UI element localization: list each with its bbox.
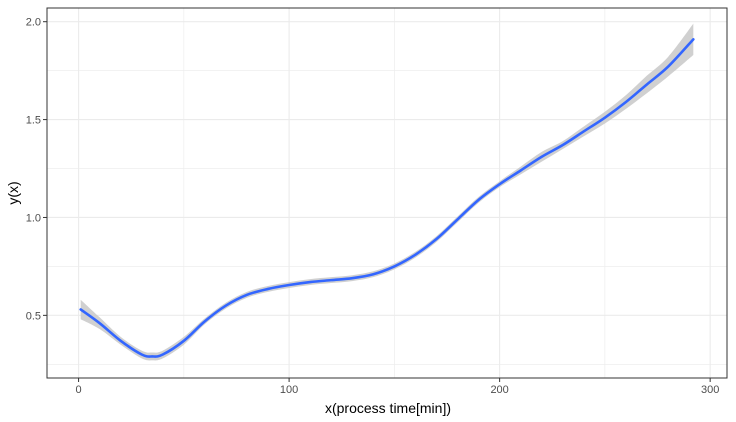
x-tick-label: 200: [490, 384, 508, 396]
y-tick-label: 1.0: [26, 212, 41, 224]
x-tick-label: 100: [280, 384, 298, 396]
data-point: [583, 130, 586, 133]
data-point: [646, 83, 649, 86]
data-point: [183, 340, 186, 343]
series-line: [79, 38, 695, 358]
data-point: [351, 277, 354, 280]
data-point: [140, 353, 143, 356]
data-point: [372, 273, 375, 276]
data-point: [435, 238, 438, 241]
y-axis-label: y(x): [5, 181, 21, 204]
data-point: [151, 355, 154, 358]
series-line-layer: [79, 38, 695, 358]
data-point: [309, 281, 312, 284]
data-point: [692, 38, 695, 41]
data-point: [477, 199, 480, 202]
x-tick-label: 300: [701, 384, 719, 396]
y-tick-labels: 0.5 1.0 1.5 2.0: [26, 17, 41, 323]
data-point: [98, 322, 101, 325]
data-point: [161, 353, 164, 356]
data-point: [498, 183, 501, 186]
data-point: [119, 340, 122, 343]
data-point: [414, 253, 417, 256]
data-point: [519, 169, 522, 172]
y-tick-label: 2.0: [26, 17, 41, 29]
x-tick-labels: 0 100 200 300: [76, 384, 720, 396]
data-point: [225, 304, 228, 307]
x-tick-label: 0: [76, 384, 82, 396]
data-point: [204, 320, 207, 323]
x-axis-label: x(process time[min]): [325, 400, 451, 416]
y-tick-label: 1.5: [26, 115, 41, 127]
data-point: [604, 116, 607, 119]
data-point: [79, 308, 82, 311]
major-gridlines: [47, 8, 727, 378]
panel-border: [46, 7, 728, 379]
minor-gridlines: [47, 8, 727, 378]
data-point: [288, 284, 291, 287]
data-point: [246, 294, 249, 297]
axis-ticks: [43, 21, 711, 382]
data-point: [393, 265, 396, 268]
data-point: [540, 155, 543, 158]
data-point: [456, 218, 459, 221]
data-point: [667, 65, 670, 68]
data-point: [267, 288, 270, 291]
data-point: [330, 279, 333, 282]
y-tick-label: 0.5: [26, 310, 41, 322]
data-point: [561, 144, 564, 147]
data-point: [625, 101, 628, 104]
